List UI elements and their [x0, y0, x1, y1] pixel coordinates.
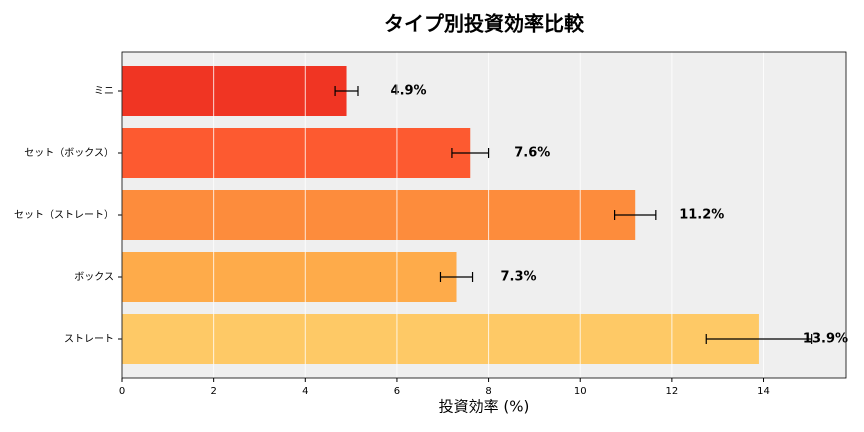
bar	[122, 252, 457, 302]
value-label: 7.3%	[501, 270, 537, 285]
value-label: 11.2%	[679, 208, 724, 223]
y-tick-label: ストレート	[64, 334, 114, 345]
x-tick-label: 14	[757, 386, 770, 397]
bar	[122, 128, 471, 178]
x-tick-label: 12	[666, 386, 679, 397]
error-bar	[439, 272, 474, 282]
plot-frame	[121, 51, 847, 379]
y-tick-label: ミニ	[94, 86, 114, 97]
bar	[122, 66, 347, 116]
bar	[122, 314, 759, 364]
value-label: 4.9%	[391, 84, 427, 99]
x-tick-label: 0	[119, 386, 125, 397]
y-tick-label: セット（ストレート）	[14, 209, 114, 221]
value-label: 13.9%	[803, 332, 848, 347]
y-tick-label: ボックス	[74, 271, 114, 283]
x-tick-label: 10	[574, 386, 587, 397]
x-axis-label: 投資効率 (%)	[439, 398, 530, 416]
value-label: 7.6%	[514, 146, 550, 161]
error-bar	[451, 148, 490, 158]
chart-title: タイプ別投資効率比較	[384, 12, 585, 36]
error-bar	[613, 210, 657, 220]
x-tick-label: 2	[210, 386, 216, 397]
x-tick-label: 8	[485, 386, 491, 397]
x-tick-label: 6	[394, 386, 400, 397]
error-bar	[334, 86, 359, 96]
x-tick-label: 4	[302, 386, 308, 397]
bar	[122, 190, 636, 240]
y-tick-label: セット（ボックス）	[24, 147, 114, 159]
error-bar	[705, 334, 813, 344]
